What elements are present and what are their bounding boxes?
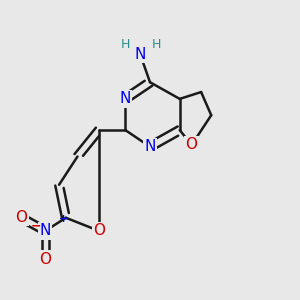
Text: −: − [31, 220, 41, 232]
Text: O: O [93, 223, 105, 238]
Text: O: O [39, 252, 51, 267]
Text: N: N [134, 47, 146, 62]
Text: +: + [59, 214, 68, 224]
Text: O: O [15, 210, 27, 225]
Text: O: O [186, 137, 198, 152]
Text: N: N [120, 92, 131, 106]
Text: N: N [144, 139, 156, 154]
Text: H: H [121, 38, 130, 51]
Text: N: N [40, 223, 51, 238]
Text: H: H [152, 38, 161, 51]
